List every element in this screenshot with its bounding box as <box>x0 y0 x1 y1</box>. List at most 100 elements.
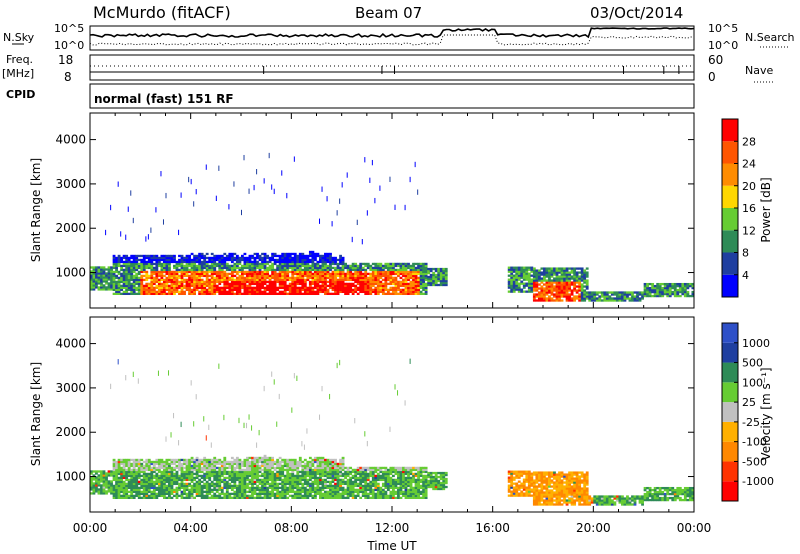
power-cell <box>371 276 375 280</box>
power-cell <box>548 281 551 284</box>
velocity-cell <box>238 458 242 462</box>
power-cell <box>293 286 297 290</box>
velocity-cell <box>339 478 342 482</box>
velocity-cell <box>107 486 111 489</box>
velocity-cell <box>140 484 144 488</box>
power-cell <box>535 269 539 272</box>
power-cell <box>198 268 202 272</box>
power-ytick-label: 3000 <box>55 177 86 191</box>
velocity-cell <box>137 464 141 468</box>
velocity-cell <box>162 480 166 484</box>
velocity-cell <box>190 486 194 490</box>
power-cell <box>281 254 285 258</box>
power-cell <box>364 274 368 278</box>
power-cell <box>92 274 96 277</box>
power-cell <box>555 299 559 302</box>
power-cell <box>434 277 438 281</box>
power-cell <box>168 262 171 266</box>
velocity-cell <box>213 486 217 490</box>
power-cell <box>386 274 390 278</box>
power-cell <box>349 290 353 294</box>
velocity-cell <box>268 494 272 498</box>
power-cell <box>246 284 249 288</box>
power-cell <box>658 294 662 298</box>
power-cell <box>676 294 680 298</box>
power-cell <box>303 282 307 286</box>
velocity-cell <box>117 490 121 494</box>
power-cell <box>570 271 574 274</box>
velocity-cell <box>331 490 335 494</box>
velocity-cell <box>165 490 169 494</box>
velocity-cell <box>258 496 262 500</box>
power-cell <box>512 282 516 285</box>
velocity-cell <box>276 466 280 470</box>
power-cell <box>623 297 627 300</box>
power-cell <box>301 268 305 272</box>
power-cell <box>198 276 202 280</box>
velocity-cell <box>268 484 272 488</box>
power-cell <box>110 284 113 287</box>
power-cell <box>404 292 408 296</box>
power-cell <box>200 268 204 272</box>
power-cell <box>238 274 242 278</box>
velocity-cell <box>311 480 315 484</box>
velocity-cell <box>311 460 315 464</box>
velocity-cell <box>152 480 156 484</box>
power-cell <box>553 281 556 284</box>
power-cell <box>369 276 373 280</box>
power-cell <box>183 272 186 276</box>
velocity-cell <box>313 456 317 460</box>
power-cell <box>95 266 98 269</box>
power-cell <box>268 286 272 290</box>
power-cell <box>127 274 131 278</box>
power-cell <box>92 286 96 289</box>
power-cell <box>263 280 267 284</box>
power-cell <box>686 294 690 298</box>
velocity-cell <box>283 464 287 468</box>
power-cell <box>253 290 257 294</box>
power-cell <box>530 280 534 283</box>
power-cell <box>555 275 559 278</box>
power-cell <box>152 262 156 266</box>
power-cell <box>246 280 249 284</box>
velocity-cell <box>190 480 194 484</box>
power-cell <box>195 284 199 288</box>
power-cell <box>110 280 113 283</box>
velocity-cell <box>351 496 355 500</box>
power-cell <box>507 274 511 277</box>
velocity-cell <box>313 470 317 474</box>
power-cell <box>573 273 577 276</box>
power-cell <box>424 272 428 276</box>
velocity-cell <box>100 476 103 479</box>
power-speckle <box>364 157 366 163</box>
velocity-cell <box>122 470 126 474</box>
power-cell <box>150 266 154 270</box>
velocity-cell <box>321 472 325 476</box>
velocity-cell <box>303 494 307 498</box>
velocity-cell <box>122 484 126 488</box>
power-cell <box>336 288 340 292</box>
velocity-cell <box>258 460 262 464</box>
power-cell <box>203 270 207 274</box>
velocity-cell <box>190 488 194 492</box>
power-cell <box>439 279 443 283</box>
power-cell <box>261 264 264 268</box>
power-cell <box>643 288 647 292</box>
power-cell <box>251 278 254 282</box>
power-cell <box>283 264 287 268</box>
power-cell <box>512 284 516 287</box>
power-cell <box>621 293 624 296</box>
power-cell <box>301 260 305 264</box>
power-cell <box>517 272 521 275</box>
power-cell <box>102 276 106 279</box>
velocity-cell <box>258 478 262 482</box>
velocity-cell <box>251 474 254 478</box>
velocity-cell <box>293 468 297 472</box>
power-cell <box>193 274 196 278</box>
velocity-cell <box>125 472 129 476</box>
power-cell <box>215 280 219 284</box>
power-cell <box>168 288 171 292</box>
power-cell <box>298 256 302 260</box>
power-cell <box>246 290 249 294</box>
power-cell <box>565 283 569 286</box>
